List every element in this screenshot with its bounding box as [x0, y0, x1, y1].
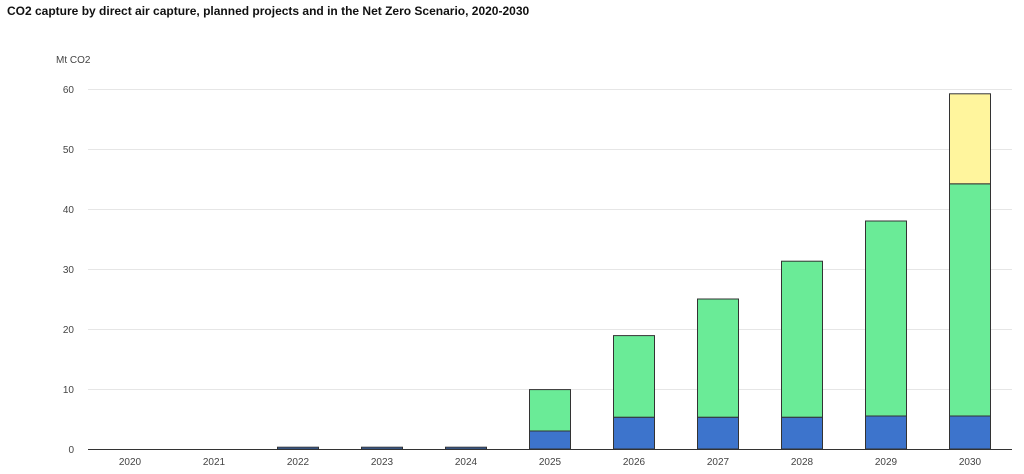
x-tick-label: 2024: [455, 457, 478, 468]
y-tick-label: 40: [63, 205, 75, 216]
bar-segment: [865, 220, 907, 417]
y-tick-label: 20: [63, 325, 75, 336]
y-tick-label: 10: [63, 385, 75, 396]
x-tick-label: 2029: [875, 457, 898, 468]
x-axis-ticks: 2020 2021 2022 2023 2024 2025 2026 2027 2028 2029…: [119, 457, 982, 468]
x-tick-label: 2027: [707, 457, 730, 468]
bar-segment: [613, 335, 655, 418]
y-tick-label: 60: [63, 85, 75, 96]
chart-title: CO2 capture by direct air capture, plann…: [7, 4, 530, 18]
bar-segment: [529, 389, 571, 432]
x-tick-label: 2023: [371, 457, 394, 468]
bar-segment: [697, 416, 739, 450]
bar-segment: [613, 416, 655, 450]
x-tick-label: 2022: [287, 457, 310, 468]
bar-segment: [949, 93, 991, 185]
x-tick-label: 2021: [203, 457, 226, 468]
bar-segment: [445, 446, 487, 450]
x-tick-label: 2026: [623, 457, 646, 468]
y-tick-label: 50: [63, 145, 75, 156]
bar-segment: [529, 430, 571, 450]
x-tick-label: 2028: [791, 457, 814, 468]
bar-segment: [697, 298, 739, 418]
bar-segment: [949, 415, 991, 450]
y-tick-label: 0: [68, 445, 74, 456]
y-tick-label: 30: [63, 265, 75, 276]
bars: [277, 93, 991, 450]
bar-segment: [781, 416, 823, 450]
bar-segment: [781, 260, 823, 418]
x-tick-label: 2025: [539, 457, 562, 468]
bar-segment: [277, 446, 319, 450]
x-tick-label: 2030: [959, 457, 982, 468]
y-axis-unit-label: Mt CO2: [56, 55, 91, 66]
y-axis-ticks: 0 10 20 30 40 50 60: [63, 85, 75, 456]
bar-segment: [361, 446, 403, 450]
bar-segment: [949, 183, 991, 417]
x-tick-label: 2020: [119, 457, 142, 468]
bar-segment: [865, 415, 907, 450]
